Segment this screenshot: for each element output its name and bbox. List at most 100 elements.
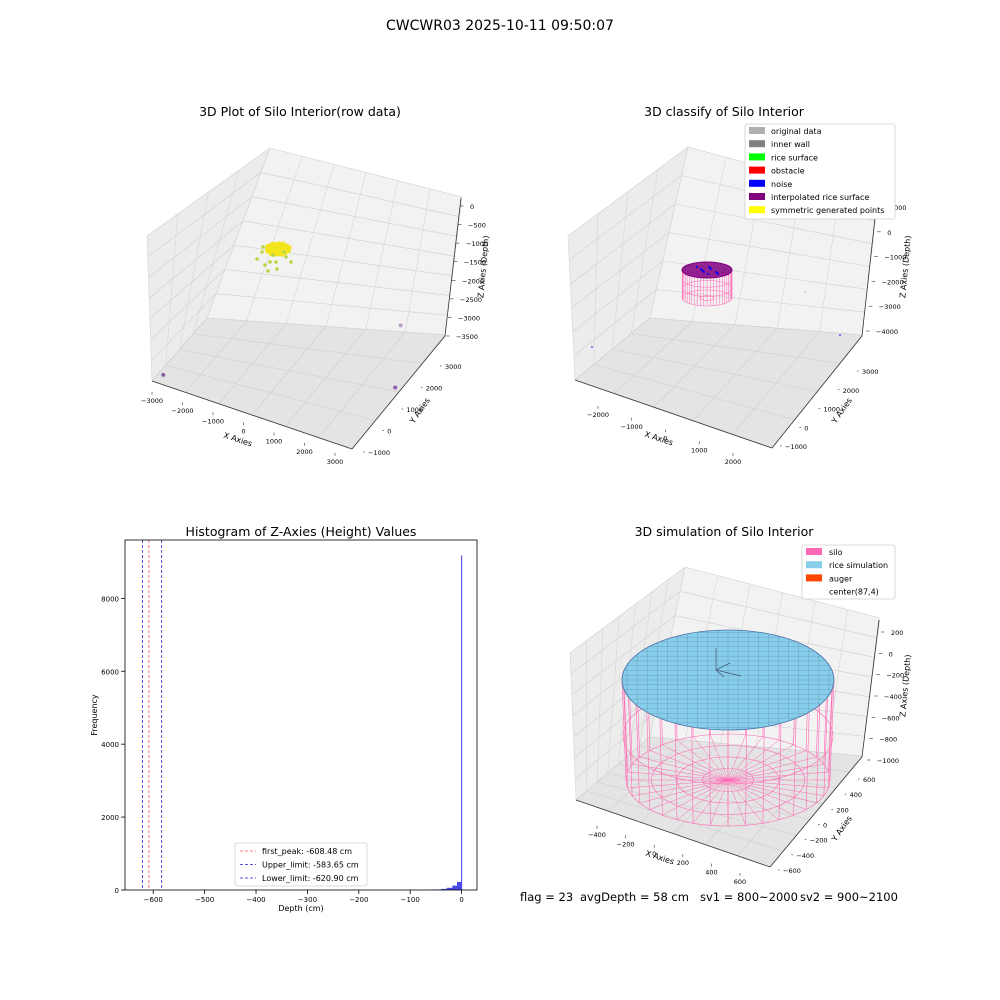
grid-line xyxy=(692,157,727,322)
cluster-point xyxy=(260,250,264,254)
grid-line xyxy=(569,566,686,654)
z-axis-tick-label: −500 xyxy=(468,222,486,230)
legend-label: auger xyxy=(829,574,853,583)
status-flag: flag = 23 xyxy=(520,890,574,904)
y-axis-tick-label: 0 xyxy=(387,428,391,436)
cluster-point xyxy=(270,241,275,247)
auger xyxy=(715,648,742,678)
grid-line xyxy=(668,232,871,267)
plot-frame xyxy=(124,539,478,891)
grid-line xyxy=(165,213,179,366)
wire-line xyxy=(659,718,663,816)
z-axis-line xyxy=(861,199,878,337)
noise-point xyxy=(591,346,593,348)
point-cluster xyxy=(255,241,293,273)
x-axis-line xyxy=(151,380,353,450)
legend-label: original data xyxy=(771,127,822,136)
z-axis-tick-label: 1000 xyxy=(890,204,907,212)
grid-line xyxy=(365,180,399,330)
legend-label: silo xyxy=(829,548,843,557)
wire-ring xyxy=(676,756,780,804)
z-axis-tick-label: −200 xyxy=(886,672,904,680)
grid-line xyxy=(593,213,599,365)
grid-line xyxy=(593,364,795,421)
legend-swatch xyxy=(749,193,765,200)
grid-line xyxy=(146,235,153,382)
histogram-bar xyxy=(441,888,447,890)
x-axis-tick-label: 0 xyxy=(652,850,656,858)
x-axis-tick-label: 400 xyxy=(705,869,717,877)
y-axis-line xyxy=(771,335,863,449)
x-axis-tick-label: 0 xyxy=(663,435,667,443)
status-sv2: sv2 = 900~2100 xyxy=(800,890,898,904)
figure-suptitle: CWCWR03 2025-10-11 09:50:07 xyxy=(386,18,614,34)
legend-label: interpolated rice surface xyxy=(771,193,869,202)
noise-point xyxy=(708,266,710,268)
chart-raw-data: 3D Plot of Silo Interior(row data) −3000 −… xyxy=(141,104,491,466)
rice-mesh xyxy=(622,630,834,730)
x-tick-label: −300 xyxy=(298,896,317,904)
grid-line xyxy=(596,628,604,783)
legend-swatch xyxy=(749,166,765,174)
y-axis-tick-label: −400 xyxy=(796,852,814,860)
grid-line xyxy=(612,191,629,350)
wire-line xyxy=(628,697,633,796)
grid-line xyxy=(570,591,681,675)
z-axis-tick-label: 0 xyxy=(887,229,891,237)
chart-title: 3D Plot of Silo Interior(row data) xyxy=(199,104,401,119)
legend-frame xyxy=(744,123,896,220)
x-axis-label: X Axies xyxy=(643,430,674,448)
pane-floor xyxy=(152,318,445,449)
legend: original data inner wall rice surface obsta… xyxy=(744,123,896,220)
cluster-point xyxy=(266,269,270,273)
grid-line xyxy=(192,169,240,334)
x-axis-line xyxy=(575,799,771,868)
cluster-point xyxy=(274,260,278,264)
z-axis-tick-label: −2500 xyxy=(460,296,482,304)
y-axis-tick-label: −1000 xyxy=(785,443,807,451)
x-tick-label: −200 xyxy=(349,896,368,904)
chart-title: Histogram of Z-Axies (Height) Values xyxy=(186,524,417,539)
y-axis-tick-label: 1000 xyxy=(407,406,424,414)
z-axis-line xyxy=(444,197,462,337)
grid-line xyxy=(586,790,784,852)
data-point xyxy=(161,372,166,377)
noise-point xyxy=(707,273,709,275)
grid-line xyxy=(705,749,792,845)
wire-ring xyxy=(699,295,715,301)
legend-swatch xyxy=(806,548,822,555)
chart-title: 3D classify of Silo Interior xyxy=(644,104,805,119)
legend-label: rice simulation xyxy=(829,561,888,570)
legend-label: first_peak: -608.48 cm xyxy=(262,847,352,856)
z-axis-line xyxy=(861,619,880,758)
pane-left xyxy=(568,147,688,380)
legend-label: inner wall xyxy=(771,140,810,149)
wire-line xyxy=(762,726,765,824)
x-axis-tick-label: −2000 xyxy=(172,407,194,415)
cluster-point xyxy=(279,252,284,257)
data-point xyxy=(393,385,398,390)
legend-swatch xyxy=(806,574,822,582)
grid-line xyxy=(405,188,431,333)
x-axis-tick-label: 200 xyxy=(677,859,689,867)
noise-point xyxy=(696,266,698,268)
grid-line xyxy=(675,203,873,244)
x-tick-label: −600 xyxy=(144,896,163,904)
noise-point xyxy=(715,271,717,273)
interpolated-surface xyxy=(681,261,733,279)
grid-line xyxy=(607,616,620,774)
wire-line xyxy=(816,704,821,804)
y-axis-tick-label: −600 xyxy=(783,867,801,875)
legend-label: Upper_limit: -583.65 cm xyxy=(262,861,359,870)
cluster-point xyxy=(287,245,292,250)
noise-point xyxy=(839,334,841,336)
pane-back xyxy=(207,148,462,335)
grid-line xyxy=(597,781,797,836)
legend-label: center(87,4) xyxy=(829,588,879,597)
legend-swatch xyxy=(749,206,765,214)
grid-line xyxy=(608,739,686,812)
x-axis-line xyxy=(574,379,773,449)
wire-line xyxy=(646,712,651,810)
grid-line xyxy=(640,743,721,823)
cluster-point xyxy=(261,245,265,249)
